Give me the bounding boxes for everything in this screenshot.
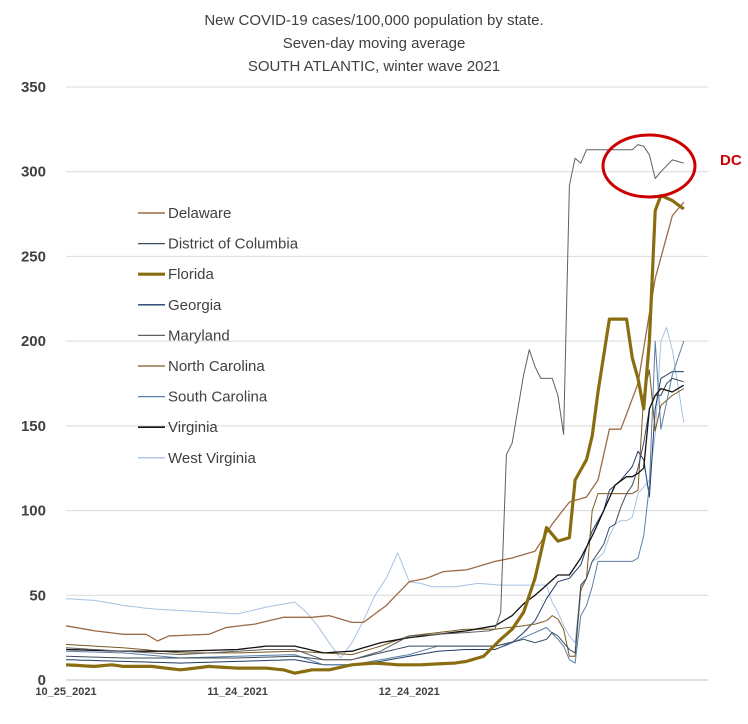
x-tick-label-3: 12_24_2021: [379, 686, 440, 698]
y-tick-label-0: 0: [38, 672, 46, 689]
legend-label-maryland: Maryland: [168, 327, 230, 344]
legend-label-west-virginia: West Virginia: [168, 450, 256, 467]
chart-title-line-3: SOUTH ATLANTIC, winter wave 2021: [248, 58, 500, 75]
series-line-virginia: [65, 384, 685, 654]
series-line-delaware: [65, 201, 685, 642]
legend-label-district-of-columbia: District of Columbia: [168, 236, 299, 253]
legend-label-georgia: Georgia: [168, 297, 222, 314]
legend-label-virginia: Virginia: [168, 419, 218, 436]
y-tick-label-200: 200: [21, 333, 46, 350]
y-tick-label-300: 300: [21, 164, 46, 181]
legend-label-south-carolina: South Carolina: [168, 389, 268, 406]
legend-label-north-carolina: North Carolina: [168, 358, 265, 375]
x-tick-label-2: 11_24_2021: [207, 686, 268, 698]
series-line-west-virginia: [65, 327, 685, 659]
x-axis-tick-labels: 10_25_2021 11_24_2021 12_24_2021: [35, 686, 439, 698]
series-line-florida: [65, 193, 685, 675]
chart-title: New COVID-19 cases/100,000 population by…: [204, 12, 543, 75]
series-line-maryland: [65, 144, 684, 661]
gridlines: [66, 86, 708, 681]
chart-title-line-1: New COVID-19 cases/100,000 population by…: [204, 12, 543, 29]
y-tick-label-250: 250: [21, 248, 46, 265]
series-line-south-carolina: [65, 340, 685, 666]
dc-annotation: DC: [601, 133, 742, 199]
x-tick-label-1: 10_25_2021: [35, 686, 96, 698]
dc-highlight-ellipse: [601, 133, 697, 199]
y-tick-label-100: 100: [21, 503, 46, 520]
legend-label-florida: Florida: [168, 266, 215, 283]
y-tick-label-350: 350: [21, 79, 46, 96]
y-tick-label-50: 50: [29, 587, 46, 604]
series-lines: [65, 144, 685, 675]
legend: Delaware District of Columbia Florida Georg…: [138, 205, 299, 467]
legend-label-delaware: Delaware: [168, 205, 231, 222]
y-tick-label-150: 150: [21, 418, 46, 435]
y-axis-tick-labels: 0 50 100 150 200 250 300 350: [21, 79, 46, 689]
series-line-district-of-columbia: [65, 377, 684, 661]
dc-annotation-label: DC: [720, 152, 742, 169]
chart-title-line-2: Seven-day moving average: [283, 35, 466, 52]
